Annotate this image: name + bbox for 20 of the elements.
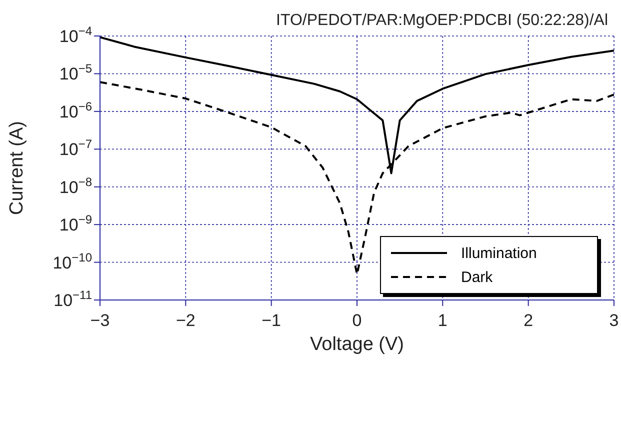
x-tick-label: 0	[352, 311, 362, 330]
y-axis-title: Current (A)	[6, 121, 28, 215]
y-tick-label: 10$^{−9}$	[59, 212, 92, 235]
y-tick-label: 10$^{−5}$	[59, 62, 92, 84]
y-tick-label: 10$^{−11}$	[54, 288, 92, 310]
legend-label: Illumination	[461, 244, 537, 262]
x-tick-label: 2	[524, 311, 534, 330]
x-tick-label: 1	[438, 311, 448, 330]
chart-title: ITO/PEDOT/PAR:MgOEP:PDCBI (50:22:28)/Al	[276, 12, 608, 30]
y-tick-label: 10$^{−7}$	[59, 137, 92, 160]
y-tick-label: 10$^{−10}$	[52, 250, 92, 272]
x-tick-label: −3	[90, 311, 110, 330]
x-axis-title: Voltage (V)	[310, 334, 404, 355]
y-tick-label: 10$^{−8}$	[59, 174, 92, 197]
y-tick-label: 10$^{−6}$	[59, 99, 92, 122]
x-tick-label: −2	[176, 311, 196, 330]
legend-label: Dark	[461, 268, 493, 286]
x-tick-label: 3	[609, 311, 619, 330]
y-tick-label: 10$^{−4}$	[59, 24, 92, 46]
x-tick-label: −1	[262, 311, 282, 330]
